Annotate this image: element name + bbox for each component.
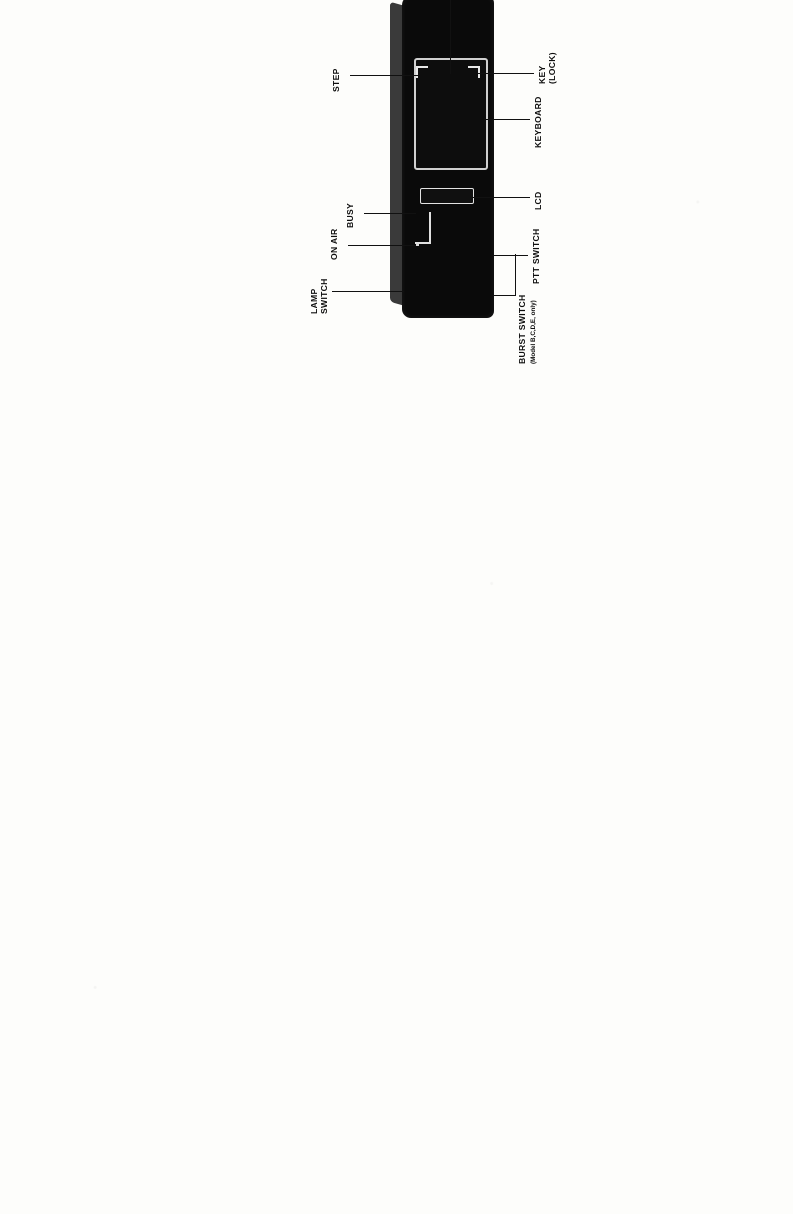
- section-on-air: [285, 0, 298, 42]
- leader-lamp-switch: [331, 290, 404, 292]
- section-lamp: [212, 0, 225, 42]
- parts-list-page: [146, 469, 646, 1214]
- leader-keyboard: [483, 118, 530, 120]
- callout-lcd: LCD: [532, 191, 543, 210]
- busy-indicator: [414, 212, 431, 244]
- step-corner-icon: [415, 66, 428, 78]
- scanned-page-spread: LAMP SWITCH ON AIR BUSY STEP BURST SWITC…: [0, 0, 793, 1122]
- callout-busy: BUSY: [344, 202, 355, 228]
- leader-step: [349, 74, 418, 76]
- section-tone-burst: [167, 66, 180, 294]
- callout-key-lock: KEY (LOCK): [536, 52, 557, 84]
- parts-list-region: [0, 560, 793, 1122]
- leader-clear-man-busy: [449, 0, 451, 74]
- lcd-window: [419, 188, 474, 204]
- leader-busy: [363, 212, 416, 214]
- callout-burst-switch: BURST SWITCH (Model B,C,D,E, only): [516, 294, 537, 364]
- manual-page-columns: LAMP SWITCH ON AIR BUSY STEP BURST SWITC…: [17, 0, 557, 550]
- leader-ptt-switch: [493, 254, 528, 256]
- leader-burst-switch: [493, 294, 516, 296]
- leader-key-lock: [477, 72, 534, 74]
- callout-keyboard: KEYBOARD: [532, 96, 543, 148]
- callout-step: STEP: [330, 68, 341, 92]
- leader-on-air: [347, 244, 416, 246]
- leader-lcd: [471, 196, 530, 198]
- leader-bracket: [514, 254, 516, 296]
- callout-on-air: ON AIR: [328, 228, 339, 260]
- callout-lamp-switch: LAMP SWITCH: [308, 278, 329, 314]
- section-shift: [31, 314, 44, 542]
- radio-front-panel-figure: LAMP SWITCH ON AIR BUSY STEP BURST SWITC…: [308, 0, 556, 364]
- section-front-panel: [31, 66, 71, 294]
- callout-ptt-switch: PTT SWITCH: [530, 228, 541, 284]
